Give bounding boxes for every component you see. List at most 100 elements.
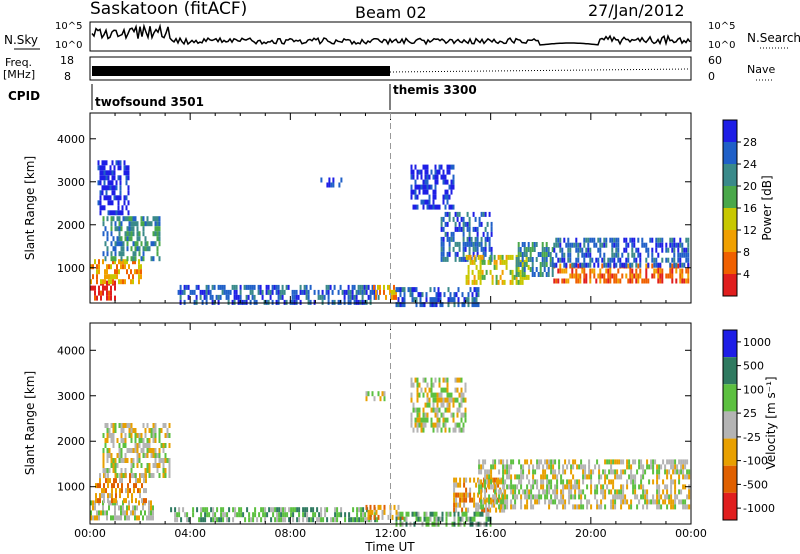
data-cell [493, 254, 496, 260]
data-cell [333, 299, 336, 305]
data-cell [530, 504, 533, 510]
data-cell [529, 257, 532, 262]
data-cell [162, 468, 165, 473]
data-cell [486, 231, 489, 237]
data-cell [572, 494, 575, 500]
data-cell [630, 474, 633, 480]
data-cell [648, 464, 651, 470]
data-cell [232, 517, 235, 523]
data-cell [505, 254, 508, 260]
data-cell [688, 494, 691, 500]
data-cell [583, 268, 586, 274]
data-cell [635, 262, 638, 268]
data-cell [104, 274, 106, 280]
data-cell [545, 257, 548, 262]
data-cell [541, 272, 544, 277]
data-cell [582, 479, 585, 485]
data-cell [365, 299, 368, 305]
colorbar-tick-label: -100 [743, 455, 768, 468]
data-cell [446, 377, 449, 383]
data-cell [273, 284, 276, 290]
data-cell [528, 479, 531, 485]
data-cell [120, 256, 123, 262]
data-cell [632, 474, 635, 480]
data-cell [104, 510, 106, 516]
data-cell [349, 299, 352, 305]
data-cell [456, 251, 459, 257]
data-cell [99, 210, 102, 216]
data-cell [488, 241, 491, 247]
data-cell [245, 294, 248, 300]
data-cell [373, 396, 376, 402]
data-cell [115, 498, 117, 504]
data-cell [252, 517, 255, 523]
data-cell [521, 272, 524, 277]
data-cell [556, 494, 559, 500]
data-cell [201, 289, 204, 295]
data-cell [599, 242, 602, 248]
data-cell [424, 169, 427, 175]
data-cell [532, 474, 535, 480]
data-cell [120, 473, 123, 478]
data-cell [395, 302, 398, 308]
data-cell [476, 241, 479, 247]
data-cell [562, 469, 565, 475]
data-cell [362, 512, 365, 518]
data-cell [111, 180, 114, 186]
data-cell [150, 433, 153, 438]
data-cell [633, 273, 636, 279]
data-cell [309, 299, 312, 305]
data-cell [627, 278, 630, 284]
data-cell [353, 294, 356, 300]
data-cell [105, 478, 107, 484]
data-cell [552, 459, 555, 465]
data-cell [672, 459, 675, 465]
data-cell [103, 175, 106, 181]
data-cell [666, 469, 669, 475]
data-cell [575, 247, 578, 253]
data-cell [462, 226, 465, 232]
data-cell [481, 259, 484, 265]
data-cell [594, 484, 597, 490]
data-cell [107, 195, 110, 201]
data-cell [615, 252, 618, 258]
data-cell [659, 268, 662, 274]
data-cell [109, 493, 111, 499]
data-cell [152, 515, 154, 521]
data-cell [422, 407, 425, 413]
data-cell [682, 459, 685, 465]
data-cell [620, 484, 623, 490]
freq-tick-top: 18 [60, 54, 74, 67]
data-cell [141, 483, 143, 489]
data-cell [611, 252, 614, 258]
data-cell [662, 499, 665, 505]
data-cell [480, 221, 483, 227]
data-cell [489, 269, 492, 275]
data-cell [504, 464, 507, 470]
data-cell [110, 241, 113, 247]
data-cell [669, 242, 672, 248]
data-cell [538, 459, 541, 465]
data-cell [612, 484, 615, 490]
data-cell [639, 273, 642, 279]
data-cell [512, 494, 515, 500]
data-cell [286, 512, 289, 518]
cpid-label: CPID [8, 89, 40, 103]
data-cell [418, 412, 421, 418]
data-cell [99, 165, 102, 171]
data-cell [96, 274, 98, 280]
data-cell [477, 254, 480, 260]
data-cell [619, 257, 622, 263]
data-cell [440, 251, 443, 257]
data-cell [104, 285, 106, 291]
data-cell [468, 221, 471, 227]
data-cell [355, 299, 358, 305]
data-cell [150, 256, 153, 262]
data-cell [120, 505, 122, 511]
data-cell [490, 469, 493, 475]
data-cell [440, 412, 443, 418]
data-cell [113, 185, 116, 191]
data-cell [131, 473, 133, 479]
data-cell [459, 502, 462, 508]
data-cell [486, 469, 489, 475]
